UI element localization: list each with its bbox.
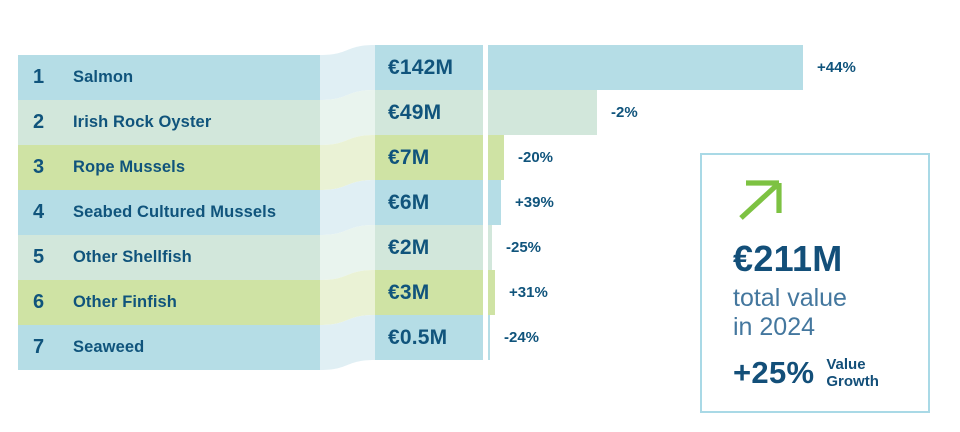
total-value-caption-line1: total value xyxy=(733,284,847,312)
bar-chart: +44% -2% -20% +39% -25% +31% -24% xyxy=(488,45,856,360)
rank-row: 1 Salmon xyxy=(18,55,320,100)
rank-number: 1 xyxy=(33,66,45,88)
rank-number: 4 xyxy=(33,201,45,223)
bar-row: -25% xyxy=(488,225,856,270)
rank-number: 7 xyxy=(33,336,45,358)
change-label: -2% xyxy=(611,104,638,121)
value-label: €2M xyxy=(388,235,430,259)
value-label: €3M xyxy=(388,280,430,304)
total-value: €211M xyxy=(733,238,843,279)
growth-label-line2: Growth xyxy=(826,373,879,390)
bar-row: +44% xyxy=(488,45,856,90)
value-column: €142M €49M €7M €6M €2M €3M €0.5M xyxy=(375,45,483,360)
value-cell: €49M xyxy=(375,90,483,135)
bar xyxy=(488,180,501,225)
bar-row: -2% xyxy=(488,90,856,135)
value-label: €7M xyxy=(388,145,430,169)
total-value-caption: total value in 2024 xyxy=(733,284,918,342)
change-label: -20% xyxy=(518,149,554,166)
rank-row: 5 Other Shellfish xyxy=(18,235,320,280)
species-label: Other Finfish xyxy=(73,293,177,311)
total-value-card: €211M total value in 2024 +25% Value Gro… xyxy=(700,153,930,413)
value-cell: €0.5M xyxy=(375,315,483,360)
value-label: €0.5M xyxy=(388,325,448,349)
value-label: €49M xyxy=(388,100,442,124)
species-label: Seabed Cultured Mussels xyxy=(73,203,277,221)
growth-label: Value Growth xyxy=(826,356,879,391)
value-cell: €142M xyxy=(375,45,483,90)
rank-row: 6 Other Finfish xyxy=(18,280,320,325)
species-label: Irish Rock Oyster xyxy=(73,113,212,131)
rank-row: 4 Seabed Cultured Mussels xyxy=(18,190,320,235)
value-cell: €2M xyxy=(375,225,483,270)
species-label: Rope Mussels xyxy=(73,158,186,176)
rank-row: 3 Rope Mussels xyxy=(18,145,320,190)
growth-label-line1: Value xyxy=(826,355,866,373)
value-cell: €3M xyxy=(375,270,483,315)
rank-row: 2 Irish Rock Oyster xyxy=(18,100,320,145)
bar xyxy=(488,315,490,360)
value-label: €6M xyxy=(388,190,430,214)
bar xyxy=(488,90,597,135)
rank-number: 6 xyxy=(33,291,45,313)
rank-number: 5 xyxy=(33,246,45,268)
ribbon-connector xyxy=(320,45,375,370)
bar xyxy=(488,270,495,315)
value-cell: €6M xyxy=(375,180,483,225)
species-label: Seaweed xyxy=(73,338,145,356)
value-growth: +25% Value Growth xyxy=(733,355,918,391)
bar-row: +31% xyxy=(488,270,856,315)
rank-number: 3 xyxy=(33,156,45,178)
rank-number: 2 xyxy=(33,111,45,133)
bar-row: +39% xyxy=(488,180,856,225)
value-cell: €7M xyxy=(375,135,483,180)
rank-list: 1 Salmon 2 Irish Rock Oyster 3 Rope Muss… xyxy=(18,55,320,370)
bar xyxy=(488,45,803,90)
total-value-caption-line2: in 2024 xyxy=(733,313,816,341)
growth-value: +25% xyxy=(733,355,815,390)
change-label: -25% xyxy=(506,239,542,256)
bar-row: -24% xyxy=(488,315,856,360)
bar xyxy=(488,225,492,270)
value-label: €142M xyxy=(388,55,454,79)
species-label: Other Shellfish xyxy=(73,248,192,266)
bar-row: -20% xyxy=(488,135,856,180)
change-label: +44% xyxy=(817,59,856,76)
rank-row: 7 Seaweed xyxy=(18,325,320,370)
species-label: Salmon xyxy=(73,68,134,86)
change-label: +31% xyxy=(509,284,548,301)
change-label: -24% xyxy=(504,329,540,346)
trend-up-arrow-icon xyxy=(737,179,918,221)
change-label: +39% xyxy=(515,194,554,211)
bar xyxy=(488,135,504,180)
